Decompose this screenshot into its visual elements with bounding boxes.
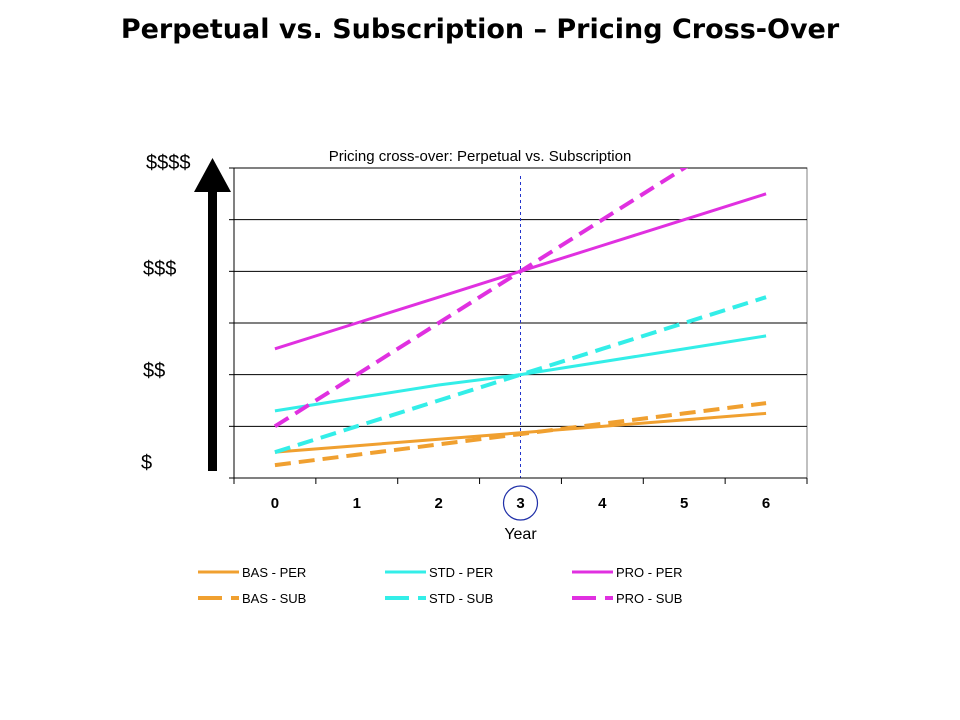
legend-item-std-sub: STD - SUB: [385, 591, 493, 606]
x-tick-label: 0: [271, 495, 279, 512]
x-tick-label: 1: [353, 495, 361, 512]
legend-item-std-per: STD - PER: [385, 565, 493, 580]
legend-label: BAS - SUB: [242, 591, 306, 606]
legend-label: STD - SUB: [429, 591, 493, 606]
x-axis-label: Year: [504, 526, 537, 543]
series-line-std-sub: [274, 295, 767, 455]
legend: BAS - PER STD - PER PRO - PER BAS - SUB STD …: [198, 565, 682, 606]
highlight-year-circle: [502, 485, 539, 521]
x-tick-label: 3: [516, 495, 524, 512]
scale-label-low: $: [141, 452, 153, 474]
legend-label: BAS - PER: [242, 565, 306, 580]
legend-item-bas-per: BAS - PER: [198, 565, 306, 580]
slide-title: Perpetual vs. Subscription – Pricing Cro…: [120, 14, 840, 45]
legend-label: PRO - SUB: [616, 591, 682, 606]
x-tick-label: 6: [762, 495, 770, 512]
series-line-bas-sub: [274, 401, 767, 468]
plot-ticks: 0 1 2 3 4 5 6: [271, 495, 770, 512]
x-tick-label: 5: [680, 495, 688, 512]
series-line-std-per: [274, 334, 767, 413]
plot-series: [273, 168, 767, 468]
legend-label: STD - PER: [429, 565, 493, 580]
scale-label-medium: $$: [143, 360, 166, 382]
legend-item-pro-sub: PRO - SUB: [572, 591, 682, 606]
legend-item-pro-per: PRO - PER: [572, 565, 682, 580]
legend-item-bas-sub: BAS - SUB: [198, 591, 306, 606]
legend-label: PRO - PER: [616, 565, 682, 580]
x-tick-label: 2: [434, 495, 442, 512]
chart-title: Pricing cross-over: Perpetual vs. Subscr…: [329, 148, 632, 165]
series-line-pro-sub: [273, 168, 688, 429]
scale-label-very-high: $$$$: [146, 152, 191, 174]
plot-axes: [229, 167, 808, 484]
scale-label-high: $$$: [143, 258, 177, 280]
price-scale-arrow: [194, 158, 231, 471]
x-tick-label: 4: [598, 495, 607, 512]
